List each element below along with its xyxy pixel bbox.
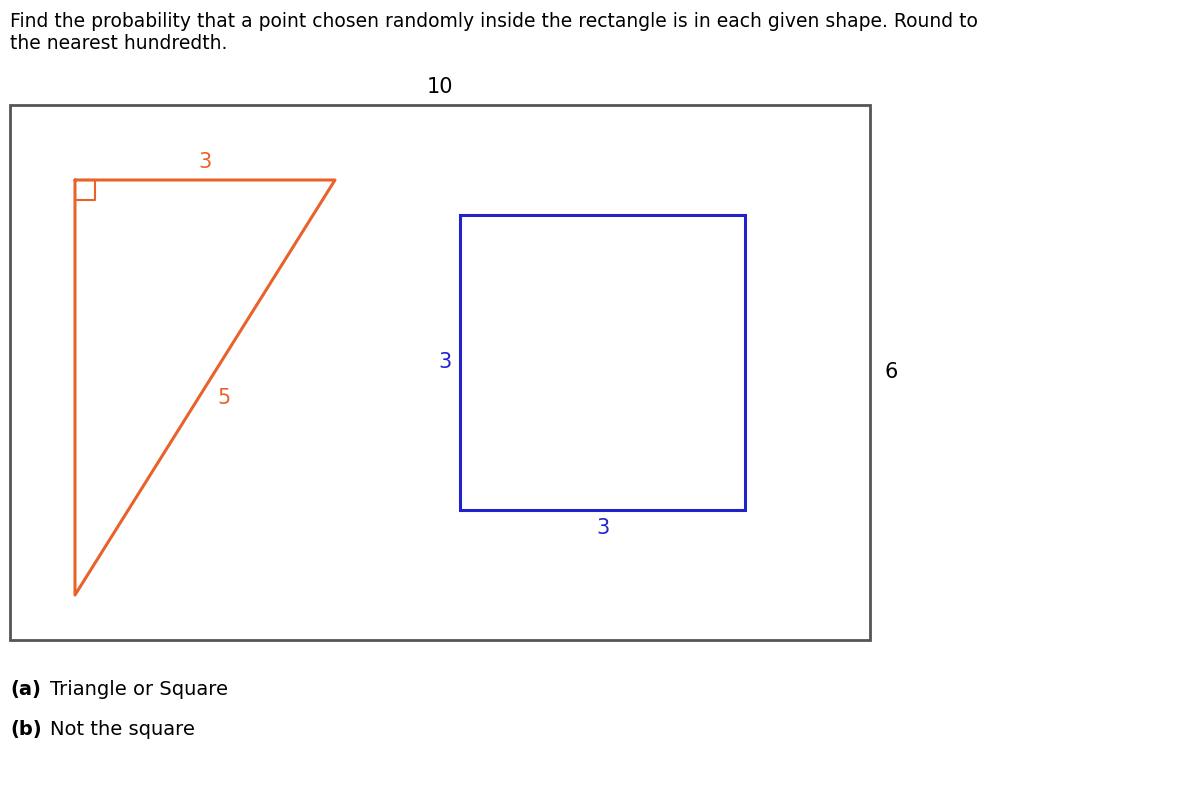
Bar <box>10 105 870 640</box>
Text: Not the square: Not the square <box>50 720 194 739</box>
Text: 3: 3 <box>198 152 211 172</box>
Text: Find the probability that a point chosen randomly inside the rectangle is in eac: Find the probability that a point chosen… <box>10 12 978 53</box>
Text: 10: 10 <box>427 77 454 97</box>
Text: (a): (a) <box>10 680 41 699</box>
Text: 6: 6 <box>886 363 899 382</box>
Text: 3: 3 <box>439 352 452 372</box>
Text: 3: 3 <box>596 518 610 538</box>
Text: (b): (b) <box>10 720 42 739</box>
Bar <box>460 215 745 510</box>
Text: 5: 5 <box>217 388 230 407</box>
Text: Triangle or Square: Triangle or Square <box>50 680 228 699</box>
